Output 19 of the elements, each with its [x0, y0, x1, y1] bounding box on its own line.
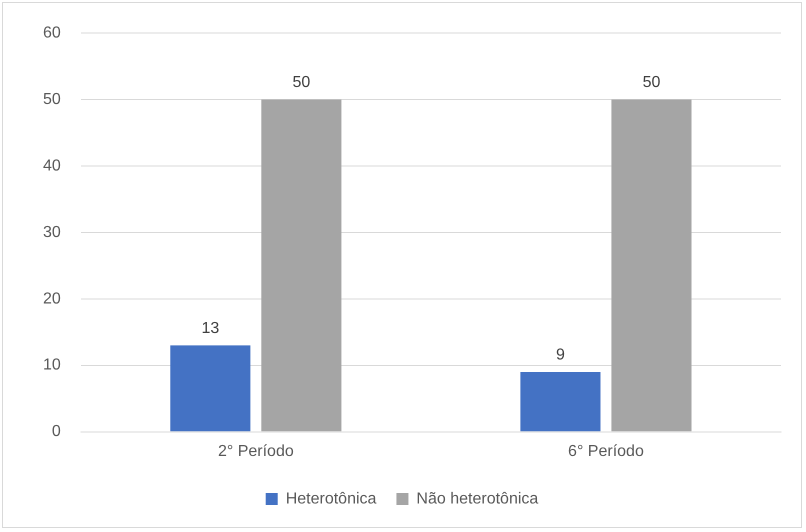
x-tick-label: 6° Período — [568, 442, 644, 460]
y-tick-label: 50 — [43, 90, 61, 108]
y-tick-label: 30 — [43, 224, 61, 241]
bar — [611, 99, 692, 432]
x-tick-label: 2° Período — [218, 442, 294, 460]
y-tick-label: 20 — [43, 290, 61, 308]
y-tick-label: 40 — [43, 157, 61, 174]
bar — [520, 372, 600, 432]
bar — [170, 345, 250, 432]
y-tick-label: 10 — [43, 356, 61, 374]
y-tick-label: 0 — [52, 423, 61, 440]
y-tick-label: 60 — [43, 24, 61, 42]
legend-label: Não heterotônica — [416, 490, 538, 508]
legend-label: Heterotônica — [286, 490, 377, 508]
bar — [261, 99, 342, 432]
data-label: 9 — [556, 346, 565, 364]
data-label: 50 — [292, 74, 310, 91]
data-label: 50 — [642, 74, 660, 91]
data-label: 13 — [201, 320, 220, 337]
